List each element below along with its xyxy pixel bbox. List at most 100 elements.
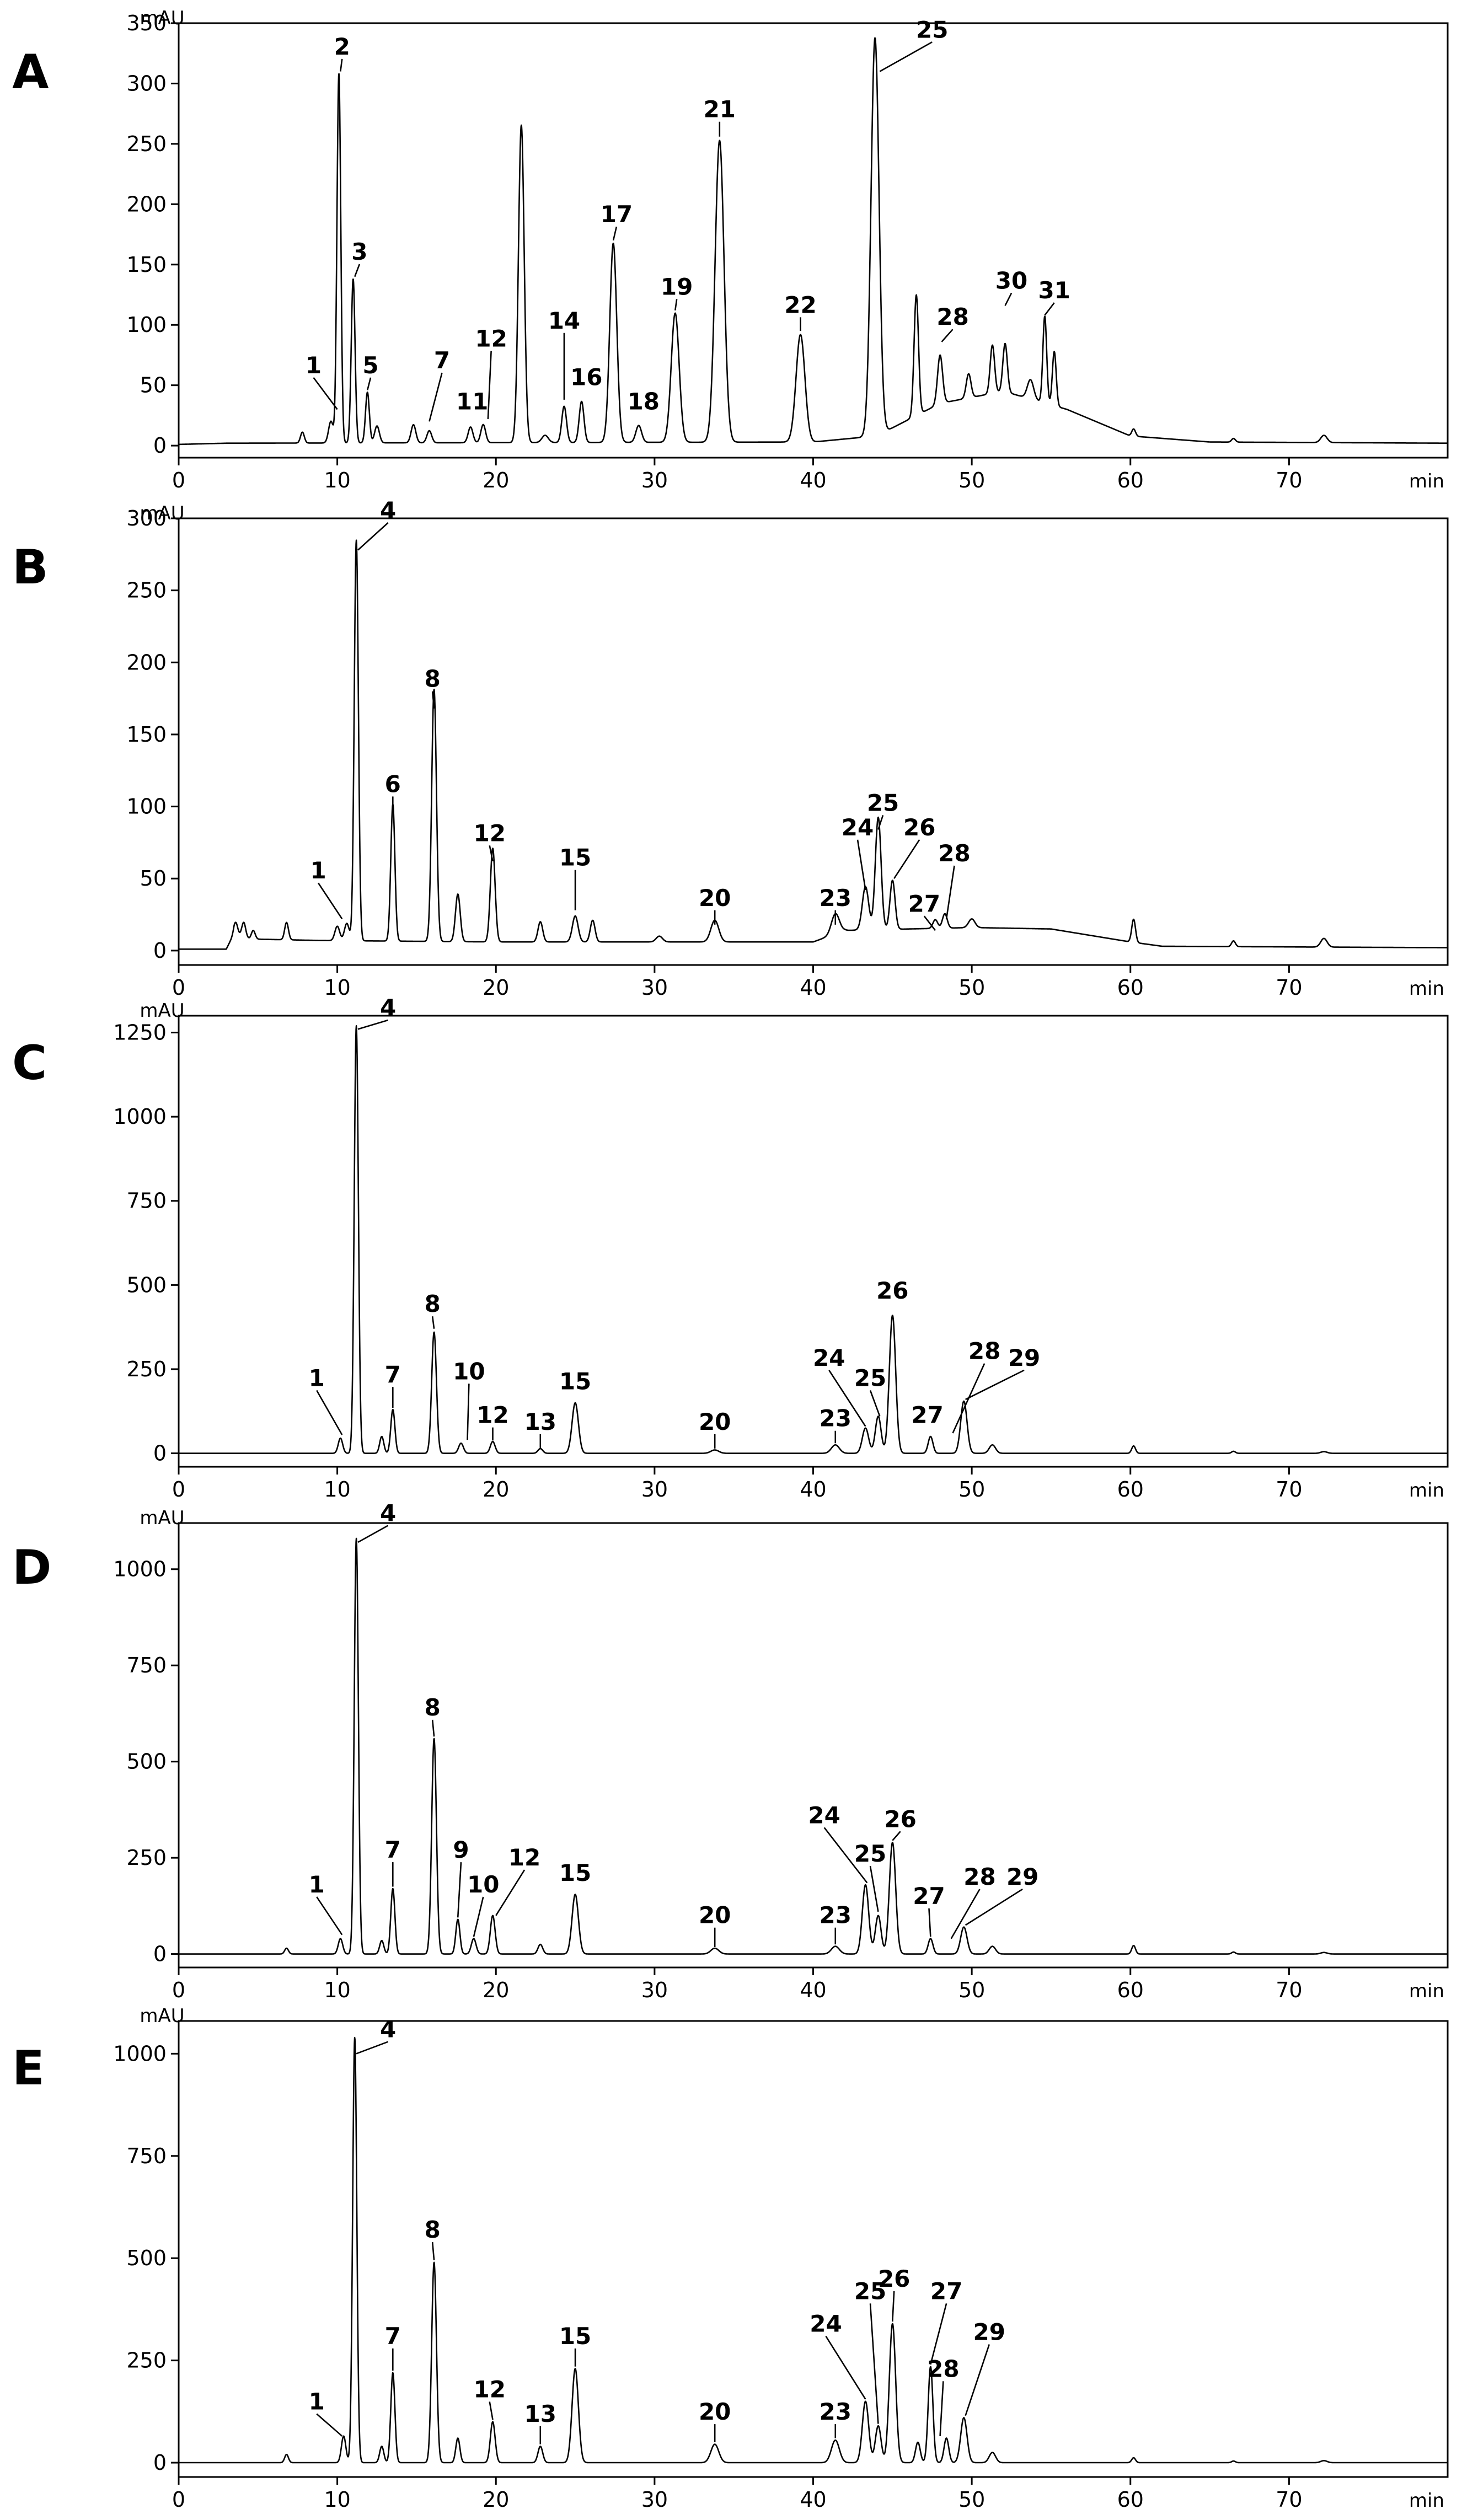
x-tick-label-c-60: 60: [1117, 1477, 1144, 1502]
peak-leader-a-30: [1004, 292, 1013, 306]
peak-label-a-16: 16: [570, 364, 602, 391]
plot-frame-a: [178, 22, 1449, 459]
peak-label-a-7: 7: [434, 347, 450, 374]
y-tick-label-e-250: 250: [126, 2349, 167, 2373]
x-tick-label-d-50: 50: [958, 1978, 985, 2002]
x-tick-label-a-40: 40: [800, 468, 826, 492]
peak-leader-b-4: [357, 522, 389, 551]
x-tick-label-d-40: 40: [800, 1978, 826, 2002]
peak-label-c-8: 8: [425, 1290, 441, 1317]
peak-label-d-12: 12: [508, 1844, 540, 1871]
peak-label-a-19: 19: [661, 274, 693, 301]
x-tick-label-e-20: 20: [483, 2487, 509, 2512]
plot-frame-c: [178, 1015, 1449, 1468]
y-tick-label-b-150: 150: [126, 722, 167, 747]
y-tick-label-c-250: 250: [126, 1357, 167, 1381]
peak-leader-a-7: [429, 372, 443, 422]
y-tick-label-a-50: 50: [140, 373, 167, 398]
y-tick-label-d-250: 250: [126, 1846, 167, 1870]
y-axis-unit-b: mAU: [140, 502, 184, 524]
peak-label-c-13: 13: [524, 1408, 556, 1435]
y-tick-label-a-250: 250: [126, 132, 167, 156]
peak-label-c-26: 26: [876, 1277, 908, 1304]
peak-label-d-4: 4: [380, 1500, 396, 1527]
panel-letter-d: D: [12, 1540, 51, 1595]
peak-label-b-24: 24: [842, 814, 874, 841]
peak-label-b-8: 8: [425, 666, 441, 693]
peak-leader-b-8: [431, 691, 435, 709]
x-tick-label-c-20: 20: [483, 1477, 509, 1502]
x-tick-label-b-40: 40: [800, 975, 826, 1000]
x-tick-label-d-30: 30: [641, 1978, 668, 2002]
peak-leader-d-4: [357, 1525, 389, 1543]
peak-leader-d-28: [950, 1889, 981, 1939]
peak-label-b-6: 6: [385, 770, 401, 797]
peak-label-e-27: 27: [930, 2277, 962, 2304]
peak-leader-b-26: [893, 839, 920, 879]
peak-label-c-10: 10: [453, 1358, 485, 1385]
y-tick-label-c-1250: 1250: [113, 1021, 167, 1045]
x-axis-unit-c: min: [1409, 1479, 1444, 1502]
chart-panel-b: 0 50 100 150 200 250 300 0 10 20 30 40 50 60 70 mAU min 1…: [126, 497, 1449, 1000]
peak-label-e-29: 29: [973, 2319, 1005, 2346]
peak-leader-e-25: [869, 2303, 879, 2424]
y-axis-unit-d: mAU: [140, 1507, 184, 1529]
peak-leader-a-2: [340, 58, 343, 72]
peak-label-a-12: 12: [475, 325, 507, 352]
x-tick-label-e-40: 40: [800, 2487, 826, 2512]
peak-leader-a-1: [313, 377, 338, 410]
peak-label-c-1: 1: [309, 1364, 325, 1391]
peak-leader-e-1: [316, 2413, 343, 2437]
x-tick-label-d-60: 60: [1117, 1978, 1144, 2002]
peak-leader-e-12: [489, 2401, 494, 2420]
y-tick-label-e-0: 0: [153, 2451, 167, 2475]
peak-label-b-28: 28: [938, 840, 970, 867]
peak-label-c-25: 25: [854, 1364, 886, 1391]
peak-label-e-8: 8: [425, 2216, 441, 2243]
panel-b: B 0 50 100 150 200 250 300 0 10 20 30 40 50 60 70 mAU mi…: [12, 497, 1449, 1000]
peak-leader-b-27: [923, 915, 936, 931]
x-tick-label-b-30: 30: [641, 975, 668, 1000]
peak-leader-c-10: [467, 1384, 470, 1440]
x-axis-unit-d: min: [1409, 1980, 1444, 2002]
peak-leader-d-1: [316, 1896, 343, 1935]
peak-label-e-15: 15: [559, 2323, 591, 2350]
peak-label-d-10: 10: [467, 1871, 499, 1898]
x-tick-label-a-60: 60: [1117, 468, 1144, 492]
peak-leader-a-19: [674, 299, 678, 311]
peak-label-e-26: 26: [878, 2265, 910, 2292]
chromatogram-trace-e: [178, 2036, 1448, 2464]
peak-label-a-5: 5: [362, 352, 378, 379]
panel-letter-b: B: [12, 540, 49, 595]
y-tick-label-a-0: 0: [153, 433, 167, 458]
y-tick-label-c-500: 500: [126, 1273, 167, 1297]
peak-leader-d-25: [869, 1865, 879, 1912]
peak-label-e-25: 25: [854, 2277, 886, 2304]
peak-label-d-29: 29: [1006, 1863, 1038, 1890]
peak-label-c-15: 15: [559, 1368, 591, 1395]
peak-leader-e-4: [356, 2041, 389, 2055]
peak-leader-e-26: [892, 2291, 895, 2322]
y-tick-label-b-0: 0: [153, 939, 167, 963]
peak-label-e-1: 1: [309, 2388, 325, 2415]
y-tick-label-a-200: 200: [126, 192, 167, 216]
chromatogram-trace-a: [178, 37, 1448, 446]
peak-label-e-4: 4: [380, 2016, 396, 2043]
peak-label-b-20: 20: [699, 884, 731, 912]
peak-label-d-15: 15: [559, 1859, 591, 1886]
peak-leader-c-29: [965, 1369, 1025, 1401]
peak-label-a-31: 31: [1038, 277, 1070, 304]
peak-leader-d-8: [431, 1719, 435, 1737]
peak-leader-d-27: [928, 1908, 931, 1937]
x-tick-label-a-30: 30: [641, 468, 668, 492]
x-tick-label-b-60: 60: [1117, 975, 1144, 1000]
peak-label-c-12: 12: [476, 1402, 508, 1429]
x-tick-label-a-20: 20: [483, 468, 509, 492]
peak-label-e-28: 28: [927, 2355, 959, 2382]
peak-label-a-3: 3: [351, 238, 367, 265]
peak-label-d-1: 1: [309, 1871, 325, 1898]
x-tick-label-a-50: 50: [958, 468, 985, 492]
peak-leader-b-1: [318, 882, 343, 920]
y-tick-label-c-0: 0: [153, 1441, 167, 1466]
peak-label-e-12: 12: [474, 2376, 506, 2403]
